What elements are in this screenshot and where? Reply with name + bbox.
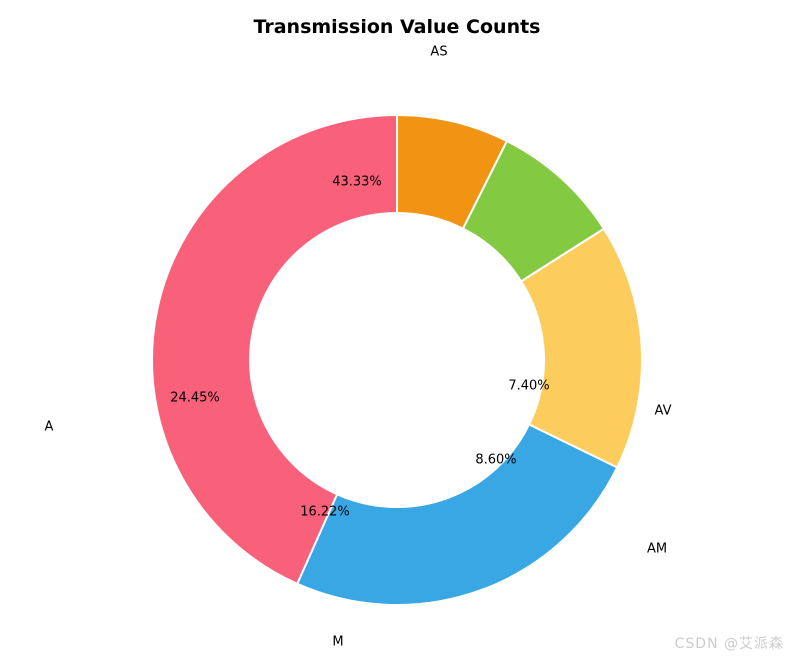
- slice-label-am: AM: [647, 542, 667, 557]
- slice-label-as: AS: [430, 45, 447, 60]
- donut-svg: [0, 0, 794, 663]
- slice-pct-av: 7.40%: [508, 379, 549, 394]
- slice-pct-m: 16.22%: [300, 505, 350, 520]
- slice-pct-a: 24.45%: [170, 391, 220, 406]
- slice-pct-am: 8.60%: [475, 453, 516, 468]
- slice-label-m: M: [332, 635, 343, 650]
- donut-chart: Transmission Value Counts AS 43.33% A 24.45…: [0, 0, 794, 663]
- watermark: CSDN @艾派森: [675, 633, 784, 653]
- chart-title: Transmission Value Counts: [0, 16, 794, 38]
- slice-pct-as: 43.33%: [332, 175, 382, 190]
- slice-label-av: AV: [655, 404, 672, 419]
- slice-label-a: A: [45, 420, 54, 435]
